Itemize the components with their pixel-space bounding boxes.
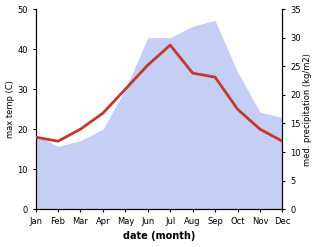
Y-axis label: max temp (C): max temp (C) [5, 80, 15, 138]
X-axis label: date (month): date (month) [123, 231, 195, 242]
Y-axis label: med. precipitation (kg/m2): med. precipitation (kg/m2) [303, 53, 313, 165]
